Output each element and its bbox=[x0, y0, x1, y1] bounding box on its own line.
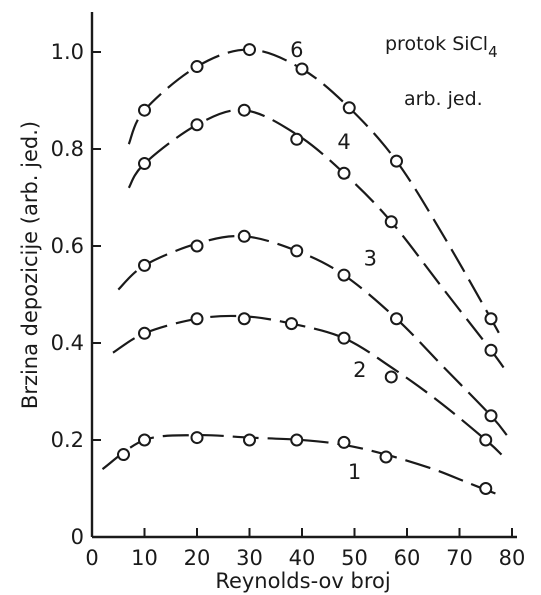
y-tick-label: 0.2 bbox=[51, 428, 84, 452]
data-point-6 bbox=[138, 103, 151, 117]
data-point-4 bbox=[484, 343, 498, 357]
data-point-4 bbox=[237, 103, 251, 117]
y-tick-label: 0.6 bbox=[51, 234, 84, 258]
data-point-2 bbox=[384, 370, 398, 384]
data-point-1 bbox=[138, 433, 151, 447]
data-point-2 bbox=[190, 312, 204, 326]
data-point-3 bbox=[390, 312, 403, 326]
data-point-1 bbox=[337, 435, 351, 449]
series-line-6 bbox=[127, 48, 503, 339]
data-point-4 bbox=[190, 118, 204, 132]
curve-label-1: 1 bbox=[348, 460, 361, 484]
data-point-4 bbox=[290, 132, 304, 146]
y-tick-label: 0.8 bbox=[51, 137, 84, 161]
series-line-4 bbox=[127, 108, 508, 373]
data-point-6 bbox=[190, 60, 204, 74]
x-tick-label: 20 bbox=[184, 546, 211, 570]
series-markers bbox=[117, 43, 498, 495]
curve-label-2: 2 bbox=[353, 358, 366, 382]
data-point-6 bbox=[342, 101, 356, 115]
series-line-1 bbox=[101, 433, 502, 497]
data-point-3 bbox=[138, 258, 151, 272]
data-point-3 bbox=[190, 239, 204, 253]
y-tick-label: 0.4 bbox=[51, 331, 84, 355]
curve-label-3: 3 bbox=[364, 246, 377, 270]
series-line-2 bbox=[112, 314, 503, 456]
data-point-2 bbox=[237, 312, 251, 326]
data-point-1 bbox=[290, 433, 304, 447]
data-point-3 bbox=[237, 229, 251, 243]
series-curves bbox=[101, 48, 508, 497]
data-point-6 bbox=[390, 154, 403, 168]
data-point-2 bbox=[337, 331, 351, 345]
x-tick-label: 30 bbox=[236, 546, 263, 570]
data-point-2 bbox=[285, 317, 298, 331]
x-tick-label: 60 bbox=[394, 546, 421, 570]
data-point-1 bbox=[190, 431, 204, 445]
x-tick-label: 80 bbox=[499, 546, 526, 570]
x-ticks: 0 10 20 30 40 50 60 70 80 bbox=[85, 528, 525, 570]
x-tick-label: 70 bbox=[446, 546, 473, 570]
data-point-6 bbox=[243, 43, 256, 57]
x-tick-label: 0 bbox=[85, 546, 98, 570]
data-point-3 bbox=[484, 409, 498, 423]
data-point-1 bbox=[479, 482, 493, 495]
data-point-4 bbox=[337, 166, 351, 180]
x-axis-title: Reynolds-ov broj bbox=[215, 569, 390, 593]
x-tick-label: 40 bbox=[289, 546, 316, 570]
data-point-3 bbox=[290, 244, 304, 258]
legend-title-line1: protok SiCl4 bbox=[385, 33, 498, 61]
legend-title-subscript: 4 bbox=[488, 43, 498, 61]
x-tick-label: 10 bbox=[131, 546, 158, 570]
x-tick-label: 50 bbox=[341, 546, 368, 570]
curve-label-4: 4 bbox=[337, 130, 350, 154]
data-point-1 bbox=[379, 450, 393, 464]
data-point-1 bbox=[243, 433, 256, 447]
y-tick-label: 1.0 bbox=[51, 40, 84, 64]
curve-labels: 1 2 3 4 6 bbox=[290, 38, 377, 484]
data-point-3 bbox=[337, 268, 351, 282]
series-line-3 bbox=[117, 234, 508, 436]
y-tick-label: 0 bbox=[71, 525, 84, 549]
data-point-1 bbox=[117, 448, 130, 462]
data-point-4 bbox=[384, 215, 398, 229]
data-point-2 bbox=[479, 433, 493, 447]
y-axis-title: Brzina depozicije (arb. jed.) bbox=[18, 121, 42, 409]
data-point-2 bbox=[138, 326, 151, 340]
y-ticks: 0 0.2 0.4 0.6 0.8 1.0 bbox=[51, 40, 101, 549]
legend-title-line2: arb. jed. bbox=[404, 88, 483, 110]
data-point-4 bbox=[138, 157, 151, 171]
data-point-6 bbox=[295, 62, 309, 76]
curve-label-6: 6 bbox=[290, 38, 303, 62]
data-point-6 bbox=[484, 312, 498, 326]
